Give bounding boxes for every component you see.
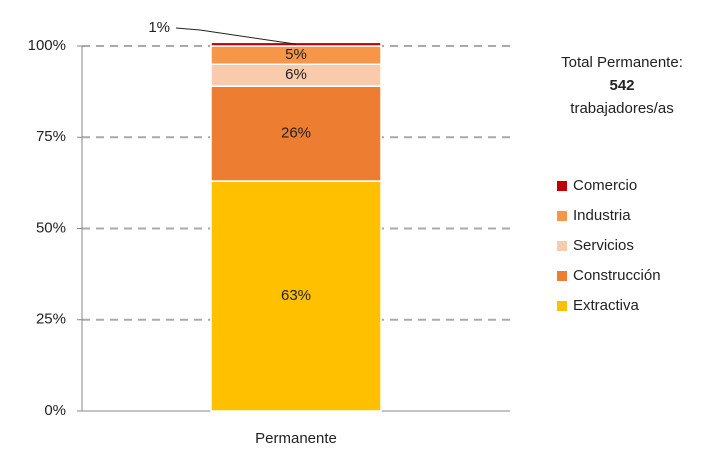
leader-line <box>175 27 297 45</box>
legend-label: Industria <box>573 207 631 224</box>
x-tick-label: Permanente <box>255 430 337 447</box>
data-label: 6% <box>285 66 307 83</box>
legend-label: Construcción <box>573 267 661 284</box>
annotation-label: Total Permanente: <box>561 54 683 71</box>
data-label: 1% <box>148 19 170 36</box>
data-label: 26% <box>281 125 311 142</box>
legend-swatch <box>557 301 567 311</box>
legend-swatch <box>557 271 567 281</box>
bar-segment <box>210 180 382 412</box>
data-label: 63% <box>281 287 311 304</box>
data-label: 5% <box>285 46 307 63</box>
legend-label: Comercio <box>573 177 637 194</box>
y-tick-label: 0% <box>44 402 66 419</box>
y-tick-label: 100% <box>28 37 66 54</box>
annotation-unit: trabajadores/as <box>570 100 673 117</box>
y-tick-label: 25% <box>36 311 66 328</box>
legend-swatch <box>557 181 567 191</box>
legend-label: Extractiva <box>573 297 640 314</box>
annotation-value: 542 <box>609 77 634 94</box>
legend-label: Servicios <box>573 237 634 254</box>
legend-swatch <box>557 241 567 251</box>
y-tick-label: 75% <box>36 128 66 145</box>
legend-swatch <box>557 211 567 221</box>
y-tick-label: 50% <box>36 219 66 236</box>
bar-segment <box>210 85 382 182</box>
